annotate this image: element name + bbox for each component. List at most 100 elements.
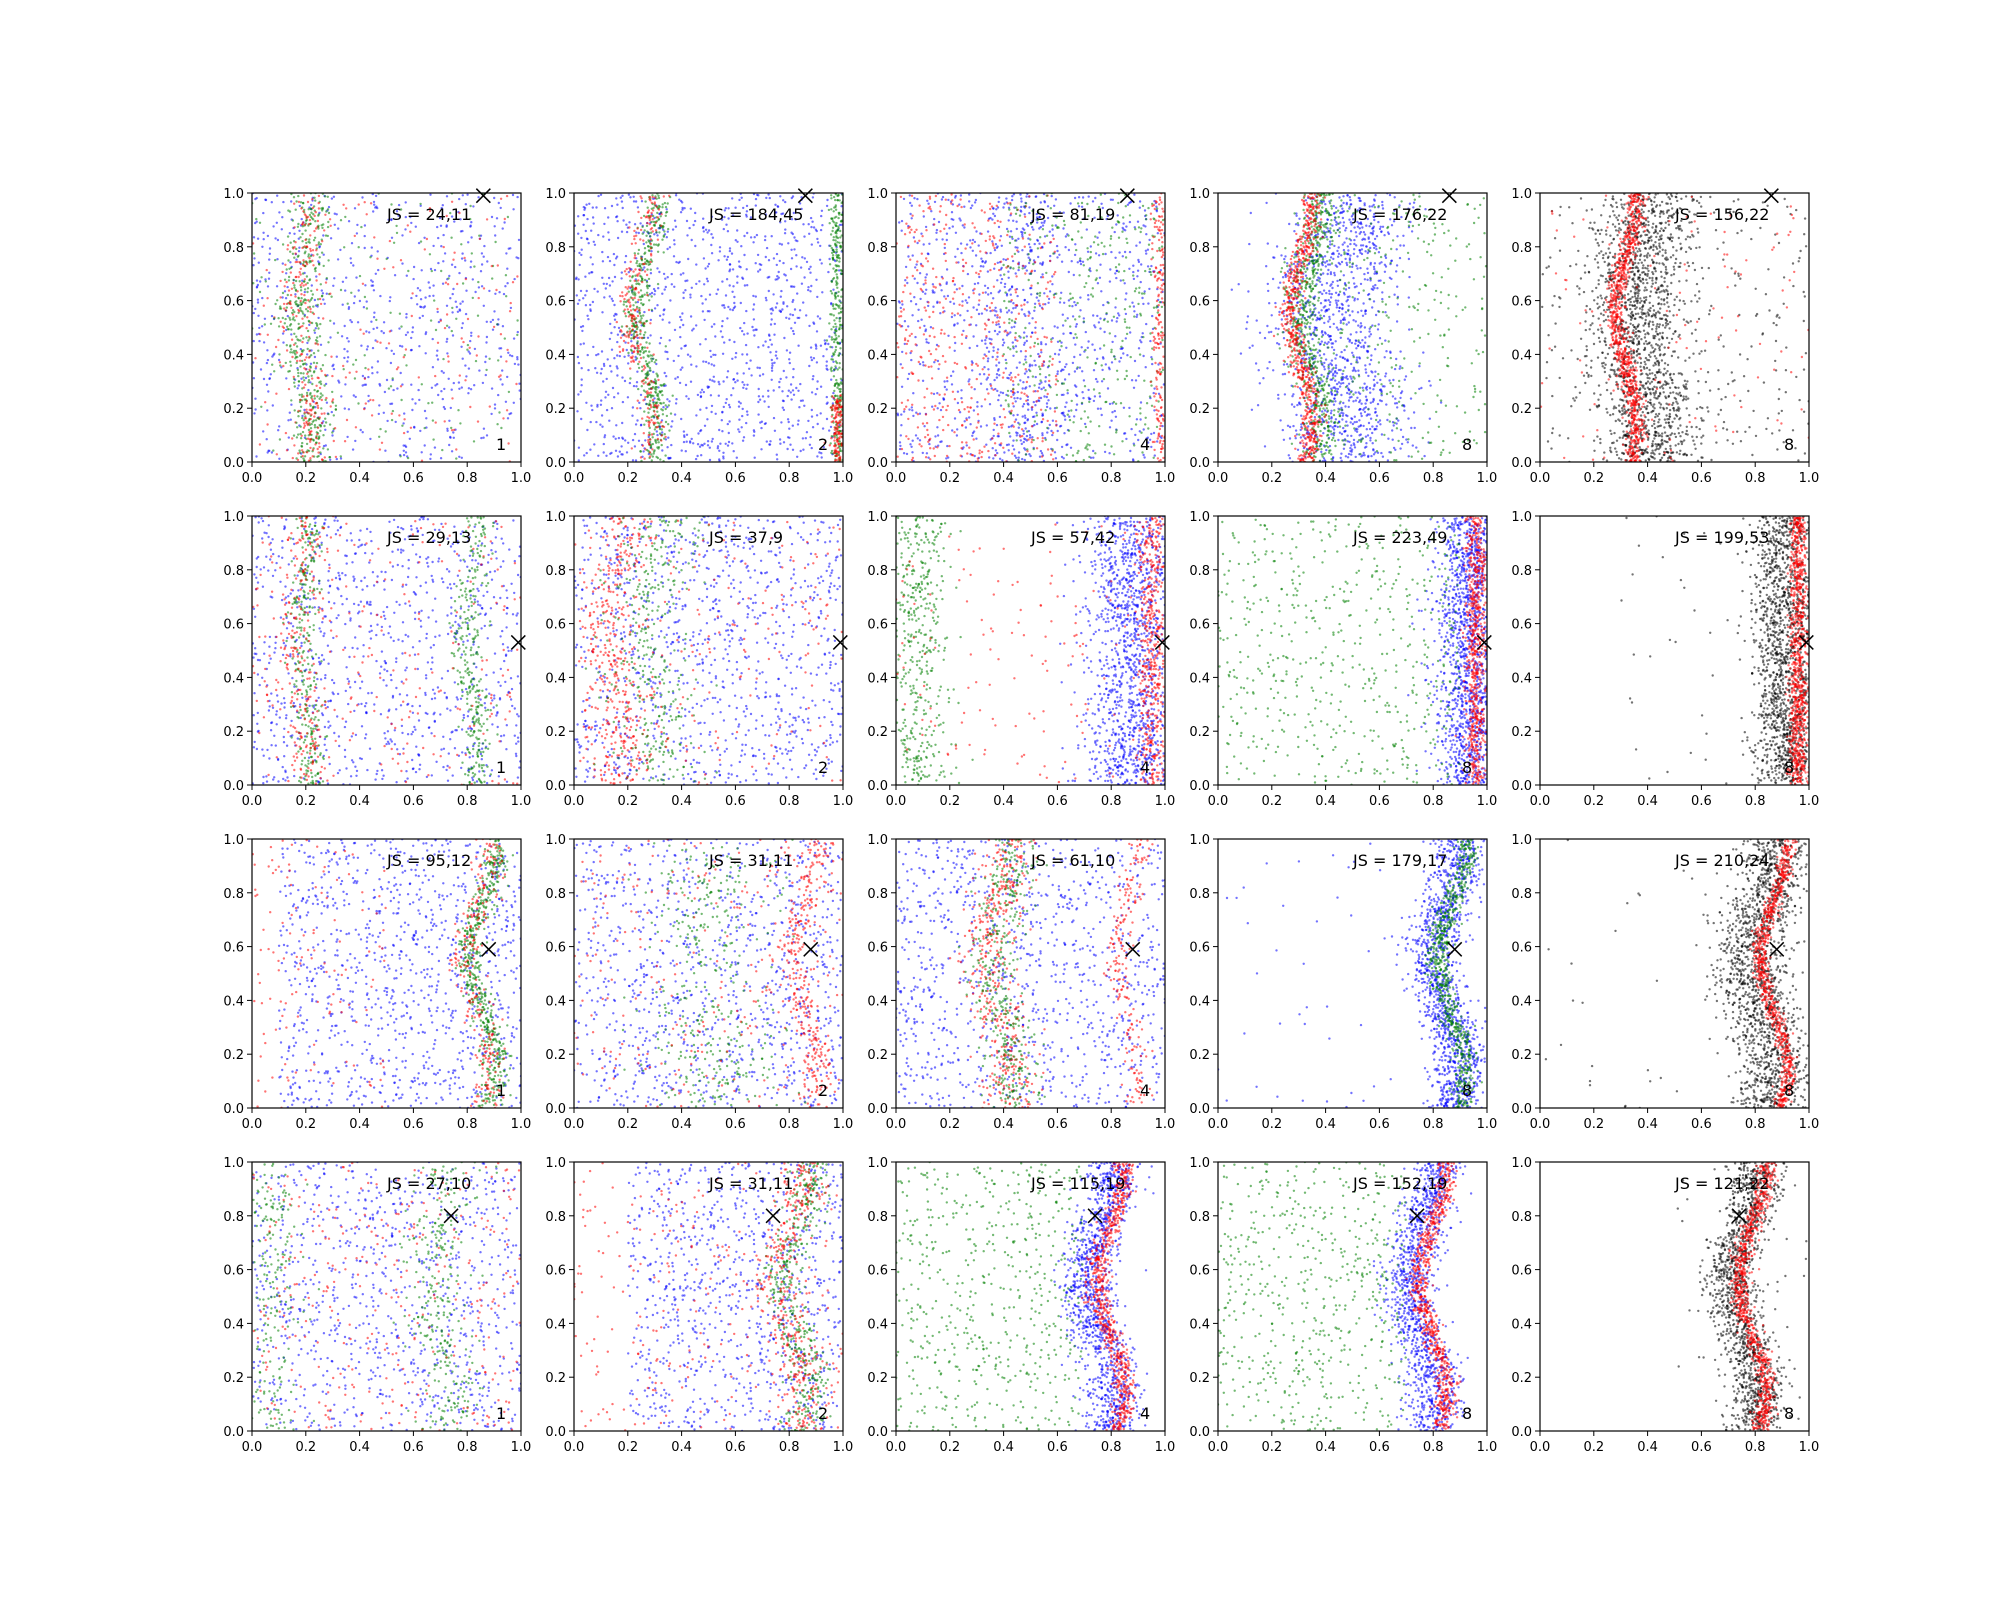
point (645, 419, 648, 422)
point (1081, 196, 1085, 199)
point (298, 451, 302, 454)
point (324, 213, 327, 216)
point (640, 200, 644, 203)
point (663, 308, 666, 311)
point (653, 449, 656, 452)
point (299, 339, 302, 342)
point (760, 420, 764, 423)
point (299, 273, 302, 276)
point (797, 389, 800, 392)
point (588, 272, 591, 275)
point (699, 408, 702, 411)
point (431, 366, 435, 369)
point (499, 378, 502, 381)
point (796, 316, 799, 320)
point (649, 318, 652, 322)
point (436, 310, 439, 314)
point (645, 241, 648, 244)
point (840, 288, 843, 292)
point (992, 212, 995, 215)
point (745, 361, 748, 365)
point (837, 290, 840, 294)
x-tick-label: 0.6 (725, 471, 746, 486)
point (517, 363, 520, 366)
point (734, 356, 737, 359)
point (810, 225, 813, 229)
point (1017, 268, 1020, 272)
point (287, 436, 290, 439)
point (660, 428, 663, 431)
point (1007, 219, 1010, 222)
series-green (252, 193, 519, 462)
point (509, 301, 512, 305)
point (1124, 312, 1128, 316)
point (296, 355, 299, 359)
point (576, 302, 580, 305)
point (1011, 237, 1014, 240)
point (670, 425, 673, 428)
point (708, 293, 712, 296)
point (301, 324, 304, 328)
point (900, 424, 903, 427)
point (304, 376, 308, 380)
point (616, 236, 620, 240)
point (1150, 264, 1153, 268)
point (582, 223, 585, 226)
point (1128, 201, 1131, 205)
point (913, 277, 916, 280)
point (643, 310, 646, 314)
point (1045, 395, 1049, 399)
point (663, 201, 667, 205)
point (997, 291, 1000, 294)
point (453, 428, 456, 432)
point (624, 315, 628, 318)
point (395, 368, 399, 371)
point (320, 407, 323, 410)
point (311, 217, 314, 220)
point (1098, 395, 1102, 398)
point (466, 317, 470, 321)
point (610, 407, 614, 410)
point (466, 348, 469, 351)
point (285, 268, 288, 271)
point (634, 242, 637, 245)
point (1024, 355, 1027, 358)
point (287, 259, 290, 262)
point (756, 253, 760, 257)
point (299, 365, 302, 368)
point (634, 294, 637, 297)
point (1064, 246, 1067, 249)
point (631, 355, 634, 358)
point (446, 427, 449, 430)
point (281, 332, 285, 335)
point (657, 386, 660, 389)
point (512, 401, 515, 404)
point (726, 230, 730, 233)
point (735, 456, 738, 459)
point (690, 238, 693, 242)
point (839, 311, 842, 314)
point (309, 427, 313, 430)
point (643, 346, 647, 349)
point (794, 239, 797, 242)
point (290, 348, 293, 351)
point (501, 227, 504, 230)
point (832, 354, 835, 357)
point (315, 384, 318, 387)
point (660, 389, 664, 393)
point (1064, 235, 1068, 238)
point (663, 230, 666, 233)
point (443, 252, 447, 255)
point (465, 289, 468, 292)
point (303, 315, 306, 318)
point (636, 259, 639, 263)
point (702, 225, 705, 229)
point (627, 336, 630, 339)
point (316, 343, 320, 346)
point (312, 305, 315, 308)
point (1077, 196, 1081, 199)
point (1104, 363, 1108, 366)
point (302, 363, 305, 366)
point (329, 405, 332, 408)
point (837, 414, 840, 417)
